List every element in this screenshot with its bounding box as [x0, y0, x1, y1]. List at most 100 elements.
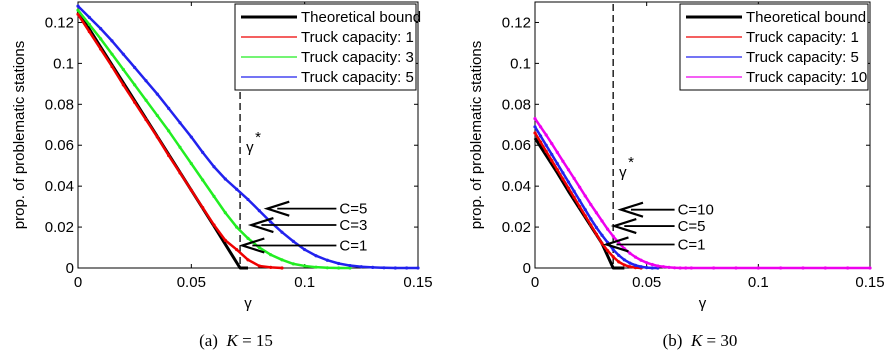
data-point	[628, 251, 632, 255]
data-point	[589, 202, 593, 207]
y-tick-label: 0.02	[45, 219, 74, 236]
data-point	[235, 187, 239, 191]
data-point	[544, 149, 548, 153]
caption: (a) K = 15	[199, 331, 273, 350]
legend-entry: Truck capacity: 5	[241, 69, 414, 86]
annotation-c-5: C=5	[610, 218, 706, 235]
caption-prefix: (a)	[199, 331, 218, 350]
data-point	[167, 129, 171, 133]
y-tick-label: 0.1	[510, 55, 531, 72]
data-point	[633, 263, 638, 267]
legend-entry: Theoretical bound	[241, 9, 421, 26]
legend-entry: Truck capacity: 1	[686, 29, 859, 46]
data-point	[359, 265, 363, 269]
legend-label: Truck capacity: 5	[746, 49, 859, 66]
data-point	[533, 131, 537, 135]
data-point	[155, 92, 159, 96]
data-point	[566, 180, 571, 184]
legend-label: Theoretical bound	[746, 9, 866, 26]
data-point	[201, 178, 205, 182]
data-point	[672, 266, 677, 270]
data-point	[121, 83, 125, 87]
gamma-star-sup: *	[255, 129, 261, 146]
data-point	[325, 258, 329, 262]
series-truck-capacity-10	[533, 117, 872, 270]
gamma-star-label: γ	[619, 164, 627, 181]
data-point	[734, 266, 738, 270]
data-point	[667, 265, 671, 269]
annotation-label: C=1	[339, 237, 367, 254]
data-point	[550, 158, 554, 163]
data-point	[201, 206, 205, 210]
data-point	[656, 264, 660, 268]
data-point	[756, 266, 760, 270]
data-point	[348, 266, 352, 270]
annotation-c-5: C=5	[263, 200, 367, 218]
data-point	[303, 264, 307, 268]
y-tick-label: 0.04	[502, 178, 531, 195]
data-point	[533, 117, 537, 121]
data-point	[594, 225, 599, 230]
legend-entry: Truck capacity: 5	[686, 49, 859, 66]
data-point	[583, 214, 587, 218]
x-tick-label: 0.15	[855, 274, 884, 291]
y-tick-label: 0.12	[502, 14, 531, 31]
data-point	[76, 8, 80, 12]
data-point	[212, 223, 216, 227]
legend-entry: Truck capacity: 1	[241, 29, 414, 46]
x-tick-label: 0.15	[403, 274, 432, 291]
data-point	[555, 150, 559, 154]
data-point	[291, 239, 295, 243]
data-point	[144, 79, 148, 83]
data-point	[611, 247, 615, 252]
data-point	[235, 225, 239, 229]
data-point	[617, 260, 621, 264]
data-point	[572, 189, 576, 193]
data-point	[550, 152, 554, 157]
series-truck-capacity-5	[533, 125, 660, 270]
x-tick-label: 0.05	[632, 274, 661, 291]
data-point	[76, 12, 80, 16]
data-point	[99, 47, 103, 51]
data-point	[566, 168, 571, 172]
legend-label: Truck capacity: 10	[746, 69, 867, 86]
caption-value: = 15	[242, 331, 273, 350]
annotation-label: C=10	[678, 202, 714, 219]
legend-entry: Truck capacity: 3	[241, 49, 414, 66]
y-axis-label: prop. of problematic stations	[468, 41, 485, 229]
series-truck-capacity-1	[76, 12, 284, 270]
legend: Theoretical bound Truck capacity: 1 Truck …	[679, 3, 869, 91]
data-point	[223, 238, 227, 242]
data-point	[600, 241, 604, 246]
data-point	[110, 64, 114, 69]
legend-label: Truck capacity: 5	[301, 69, 414, 86]
data-point	[155, 113, 159, 118]
data-point	[600, 219, 604, 223]
annotation-c-10: C=10	[617, 201, 714, 219]
arrow-head	[263, 200, 290, 217]
data-point	[416, 266, 420, 270]
data-point	[538, 140, 543, 144]
y-axis-label: prop. of problematic stations	[11, 41, 28, 229]
series-truck-capacity-3	[76, 8, 352, 270]
data-point	[257, 264, 261, 268]
data-point	[589, 223, 593, 227]
data-point	[846, 266, 850, 270]
data-point	[246, 236, 250, 240]
data-point	[371, 265, 375, 269]
data-point	[538, 125, 543, 129]
legend-label: Truck capacity: 1	[746, 29, 859, 46]
data-point	[823, 266, 827, 270]
annotation-label: C=1	[678, 236, 706, 253]
data-point	[133, 100, 137, 104]
annotation-label: C=5	[339, 201, 367, 218]
data-point	[189, 188, 193, 192]
data-point	[212, 194, 216, 198]
data-point	[337, 266, 341, 270]
caption-var: K	[225, 331, 239, 350]
data-point	[712, 266, 716, 270]
data-point	[133, 83, 137, 87]
data-point	[189, 162, 193, 166]
data-point	[121, 52, 125, 56]
data-point	[110, 52, 114, 56]
